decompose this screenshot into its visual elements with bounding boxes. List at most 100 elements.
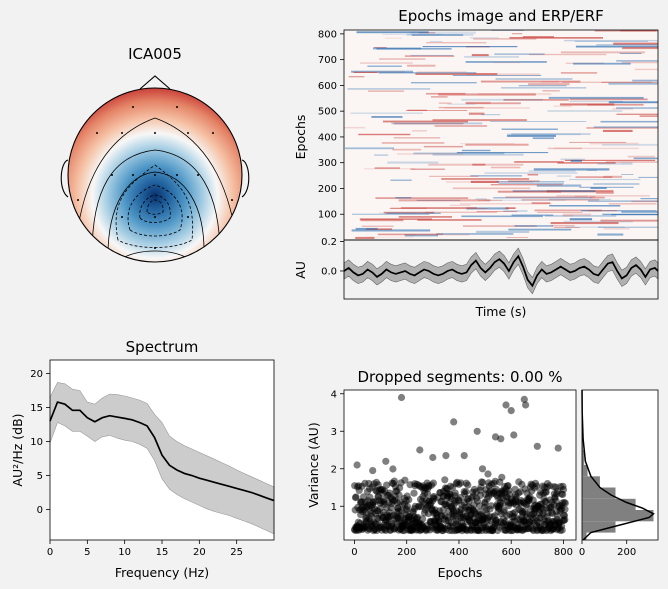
variance-xticks: 0 200 400 600 800 xyxy=(351,540,573,558)
epoch-stripe xyxy=(518,85,567,87)
variance-point xyxy=(352,493,360,501)
erp-ylabel: AU xyxy=(293,261,308,279)
epoch-stripe xyxy=(423,145,463,148)
epoch-stripe xyxy=(562,81,652,83)
epoch-stripe xyxy=(490,184,563,186)
epoch-stripe xyxy=(365,228,393,230)
epoch-stripe xyxy=(441,178,530,180)
epoch-stripe xyxy=(619,52,642,54)
epoch-stripe xyxy=(390,207,427,209)
variance-point xyxy=(558,526,566,534)
variance-point xyxy=(484,470,492,478)
nose-outline xyxy=(139,75,171,90)
spectrum-title: Spectrum xyxy=(126,338,199,356)
epoch-stripe xyxy=(600,120,658,123)
variance-ylabel: Variance (AU) xyxy=(306,422,321,507)
variance-xtick-tick-label: 0 xyxy=(351,547,357,558)
epoch-stripe xyxy=(471,54,489,57)
epoch-stripe xyxy=(493,62,520,64)
epoch-stripe xyxy=(348,76,365,78)
epoch-stripe xyxy=(404,234,438,237)
epoch-stripe xyxy=(355,227,378,230)
histogram-bar xyxy=(582,532,587,540)
epoch-stripe xyxy=(484,199,566,201)
variance-point xyxy=(520,395,528,403)
epoch-stripe xyxy=(481,114,501,116)
epoch-stripe xyxy=(508,228,572,231)
epoch-stripe xyxy=(521,198,600,201)
epoch-stripe xyxy=(587,103,644,106)
histogram-bar xyxy=(582,498,636,511)
epoch-stripe xyxy=(396,153,464,155)
epoch-stripe xyxy=(613,42,658,45)
epoch-stripe xyxy=(616,113,658,115)
epoch-stripe xyxy=(553,105,572,107)
epoch-stripe xyxy=(461,149,491,152)
epoch-stripe xyxy=(444,107,530,109)
epoch-stripe xyxy=(383,211,435,214)
epoch-stripe xyxy=(593,183,640,185)
spectrum-ytick-tick-label: 5 xyxy=(37,471,43,482)
epoch-stripe xyxy=(574,40,648,42)
epoch-stripe xyxy=(428,163,524,166)
variance-point xyxy=(533,482,541,490)
epoch-stripe xyxy=(597,162,621,165)
epoch-stripe xyxy=(556,175,572,177)
variance-point xyxy=(397,393,406,402)
epochs-ytick-tick-label: 800 xyxy=(318,29,337,40)
epoch-stripe xyxy=(608,82,658,85)
histogram-xticks: 0 200 xyxy=(579,540,636,558)
spectrum-ytick-tick-label: 10 xyxy=(30,437,43,448)
epoch-stripe xyxy=(386,212,441,214)
erp-mean-line xyxy=(343,254,659,288)
epoch-stripe xyxy=(387,161,439,164)
epoch-stripe xyxy=(359,62,413,64)
epoch-stripe xyxy=(470,180,499,183)
epoch-stripe xyxy=(429,41,443,43)
epoch-stripe xyxy=(358,133,411,136)
variance-point xyxy=(464,481,472,489)
epoch-stripe xyxy=(594,30,658,32)
epoch-stripe xyxy=(356,31,429,34)
epochs-ytick-tick-label: 400 xyxy=(318,132,337,143)
variance-point xyxy=(405,496,413,504)
epoch-stripe xyxy=(344,126,366,129)
epoch-stripe xyxy=(426,42,487,44)
epoch-stripe xyxy=(505,196,596,198)
epoch-stripe xyxy=(409,31,476,34)
variance-point xyxy=(429,453,437,462)
epoch-stripe xyxy=(512,33,523,35)
histogram-xtick-tick-label: 200 xyxy=(617,547,636,558)
variance-frame xyxy=(343,389,577,541)
topomap-panel: ICA005 xyxy=(60,45,250,263)
erp-yticks: 0.2 0.0 xyxy=(321,237,344,277)
sensor-dots xyxy=(77,106,233,249)
epoch-stripe xyxy=(373,47,422,50)
epoch-stripe xyxy=(432,119,527,122)
epoch-stripe xyxy=(490,166,521,169)
epoch-stripe xyxy=(633,157,658,160)
histogram-bar xyxy=(582,465,588,477)
epoch-stripe xyxy=(631,200,658,203)
epoch-stripe xyxy=(537,211,583,213)
dropped-panel: Dropped segments: 0.00 % 0 200 400 600 800 4… xyxy=(306,368,659,580)
epoch-stripe xyxy=(473,38,537,40)
epoch-stripe xyxy=(407,64,436,67)
epoch-stripe xyxy=(560,103,615,106)
spectrum-xtick-tick-label: 10 xyxy=(118,547,131,558)
spectrum-xtick-tick-label: 15 xyxy=(156,547,169,558)
epoch-stripe xyxy=(550,222,619,225)
variance-point xyxy=(533,442,541,450)
variance-point xyxy=(429,479,437,487)
epoch-stripe xyxy=(514,225,553,227)
spectrum-xtick-tick-label: 20 xyxy=(193,547,206,558)
epoch-stripe xyxy=(377,233,444,236)
variance-point xyxy=(451,489,459,497)
epochs-ytick-tick-label: 100 xyxy=(318,210,337,221)
epoch-stripe xyxy=(461,98,543,101)
epoch-stripe xyxy=(554,227,580,228)
epoch-stripe xyxy=(466,207,509,210)
epoch-stripe xyxy=(560,51,645,54)
epoch-stripe xyxy=(514,161,564,163)
epoch-stripe xyxy=(569,100,623,103)
